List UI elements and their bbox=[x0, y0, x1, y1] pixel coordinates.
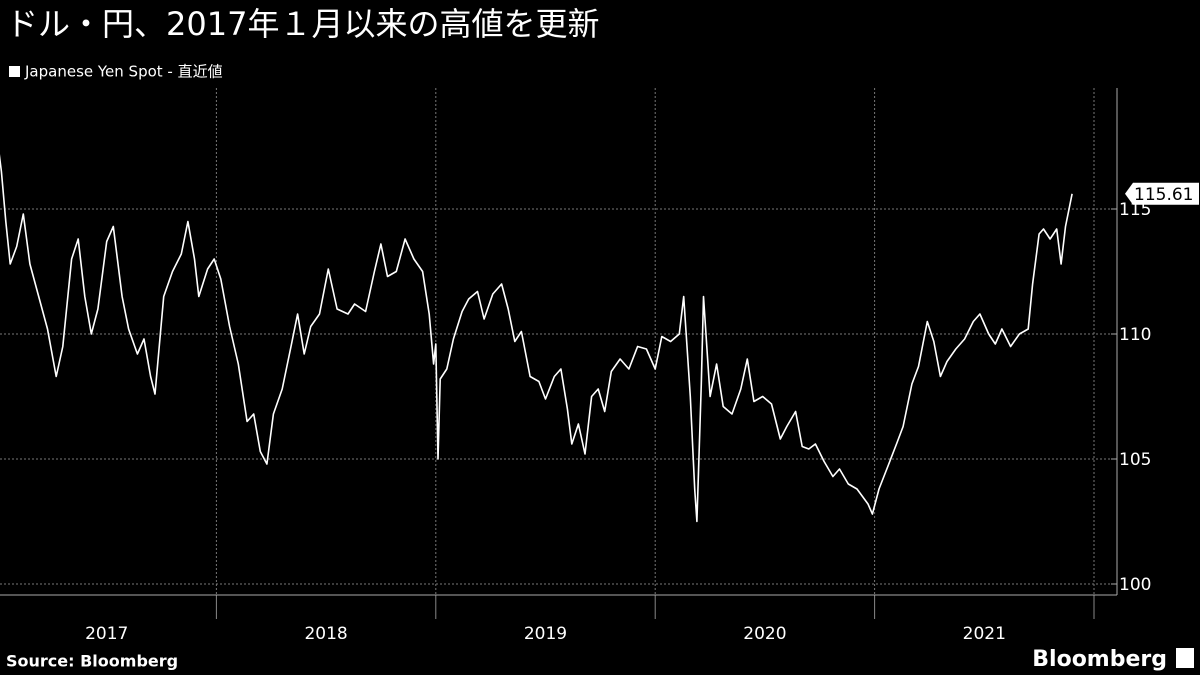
y-tick-label: 110 bbox=[1119, 325, 1151, 345]
series-line bbox=[0, 153, 1073, 523]
chart-title: ドル・円、2017年１月以来の高値を更新 bbox=[6, 5, 599, 43]
brand-logo: Bloomberg bbox=[1032, 647, 1167, 672]
last-value-label: 115.61 bbox=[1134, 185, 1193, 205]
x-tick-label: 2021 bbox=[963, 624, 1006, 644]
last-value-callout bbox=[1125, 182, 1199, 205]
y-tick-label: 100 bbox=[1119, 575, 1151, 595]
source: Source: Bloomberg bbox=[6, 652, 178, 671]
legend-label: Japanese Yen Spot - 直近値 bbox=[24, 63, 223, 81]
y-tick-label: 105 bbox=[1119, 450, 1151, 470]
x-tick-label: 2020 bbox=[743, 624, 786, 644]
legend-swatch bbox=[9, 66, 20, 77]
brand-icon bbox=[1176, 648, 1194, 668]
x-tick-label: 2018 bbox=[304, 624, 347, 644]
x-tick-label: 2019 bbox=[524, 624, 567, 644]
y-tick-label: 115 bbox=[1119, 200, 1151, 220]
x-tick-label: 2017 bbox=[85, 624, 128, 644]
